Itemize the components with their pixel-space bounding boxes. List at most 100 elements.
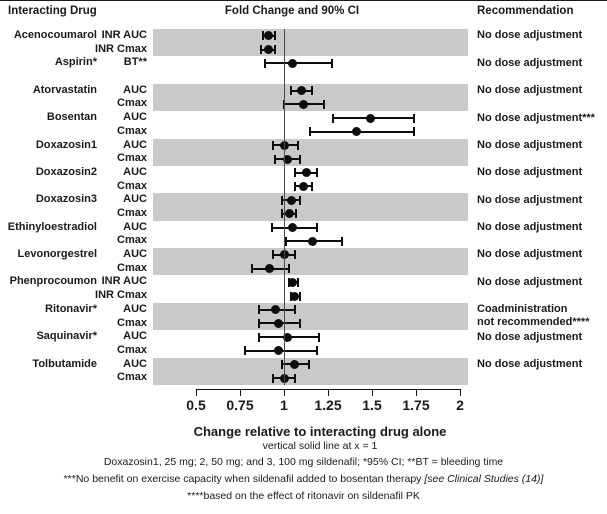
clinical-studies-reference: [see Clinical Studies (14)] xyxy=(424,473,544,485)
axis-tick-label: 0.75 xyxy=(226,397,254,413)
point-marker xyxy=(265,264,275,274)
point-marker xyxy=(286,195,296,205)
point-marker xyxy=(270,305,280,315)
metric-label: Cmax xyxy=(117,179,147,192)
ci-cap-low xyxy=(293,181,296,191)
ci-bar xyxy=(310,130,415,133)
recommendation-label: No dose adjustment xyxy=(477,330,583,343)
metric-label: AUC xyxy=(123,193,147,206)
recommendation-label: No dose adjustment xyxy=(477,275,583,288)
drug-label: Aspirin* xyxy=(54,56,97,69)
metric-label: Cmax xyxy=(117,261,147,274)
ci-cap-high xyxy=(298,291,301,301)
ci-cap-low xyxy=(244,346,247,356)
point-marker xyxy=(283,154,293,164)
ci-cap-low xyxy=(263,58,266,68)
ci-cap-low xyxy=(293,168,296,178)
group-band xyxy=(153,83,468,112)
point-marker xyxy=(263,45,273,55)
drug-label: Doxazosin3 xyxy=(35,193,97,206)
axis-tick-label: 1.25 xyxy=(314,397,342,413)
metric-label: AUC xyxy=(123,248,147,261)
metric-label: AUC xyxy=(123,83,147,96)
ci-cap-low xyxy=(258,318,261,328)
point-marker xyxy=(298,181,308,191)
column-header-fold-change: Fold Change and 90% CI xyxy=(224,5,360,17)
ci-cap-high xyxy=(323,99,326,109)
axis-tick-label: 2 xyxy=(456,397,464,413)
ci-cap-low xyxy=(258,332,261,342)
drug-label: Doxazosin2 xyxy=(35,165,97,178)
recommendation-label: No dose adjustment*** xyxy=(477,111,595,124)
ci-cap-low xyxy=(332,113,335,123)
group-band xyxy=(153,302,468,331)
axis-tick xyxy=(372,389,373,396)
ci-cap-high xyxy=(311,181,314,191)
ci-cap-high xyxy=(311,86,314,96)
axis-tick-label: 1.75 xyxy=(402,397,430,413)
ci-cap-high xyxy=(318,332,321,342)
point-marker xyxy=(297,86,307,96)
footnote-ritonavir: ****based on the effect of ritonavir on … xyxy=(187,490,420,502)
footnote-doses: Doxazosin1, 25 mg; 2, 50 mg; and 3, 100 … xyxy=(103,456,504,468)
ci-cap-high xyxy=(298,195,301,205)
axis-tick-label: 1.5 xyxy=(362,397,382,413)
ci-cap-high xyxy=(288,264,291,274)
point-marker xyxy=(298,99,308,109)
ci-cap-low xyxy=(260,45,263,55)
metric-label: Cmax xyxy=(117,343,147,356)
reference-line-note: vertical solid line at x = 1 xyxy=(262,440,378,452)
point-marker xyxy=(290,291,300,301)
group-band xyxy=(153,248,468,276)
point-marker xyxy=(263,31,273,41)
point-marker xyxy=(284,209,294,219)
ci-cap-low xyxy=(270,223,273,233)
ci-cap-high xyxy=(297,277,300,287)
point-marker xyxy=(288,277,298,287)
ci-cap-high xyxy=(316,346,319,356)
point-marker xyxy=(307,236,317,246)
recommendation-label: No dose adjustment xyxy=(477,193,583,206)
axis-tick xyxy=(416,389,417,396)
group-band xyxy=(153,193,468,221)
ci-cap-low xyxy=(258,305,261,315)
ci-cap-low xyxy=(281,359,284,369)
axis-tick-label: 0.5 xyxy=(186,397,206,413)
drug-label: Bosentan xyxy=(46,111,97,124)
drug-label: Phenprocoumon xyxy=(9,275,97,288)
metric-label: AUC xyxy=(123,220,147,233)
metric-label: AUC xyxy=(123,165,147,178)
point-marker xyxy=(274,318,284,328)
ci-cap-high xyxy=(316,223,319,233)
ci-cap-low xyxy=(272,250,275,260)
axis-tick-label: 1 xyxy=(280,397,288,413)
point-marker xyxy=(283,332,293,342)
reference-line xyxy=(284,29,285,385)
column-header-recommendation: Recommendation xyxy=(477,5,574,17)
recommendation-label: No dose adjustment xyxy=(477,248,583,261)
ci-cap-low xyxy=(281,209,284,219)
group-band xyxy=(153,138,468,166)
ci-cap-high xyxy=(330,58,333,68)
ci-cap-high xyxy=(293,250,296,260)
point-marker xyxy=(290,359,300,369)
metric-label: AUC xyxy=(123,330,147,343)
drug-label: Doxazosin1 xyxy=(35,138,97,151)
ci-cap-high xyxy=(413,127,416,137)
ci-cap-low xyxy=(284,236,287,246)
group-band xyxy=(153,29,468,57)
ci-cap-high xyxy=(413,113,416,123)
metric-label: Cmax xyxy=(117,207,147,219)
ci-cap-low xyxy=(272,373,275,383)
footnote-bosentan: ***No benefit on exercise capacity when … xyxy=(0,473,607,485)
ci-cap-high xyxy=(298,318,301,328)
recommendation-label: No dose adjustment xyxy=(477,221,583,234)
ci-cap-high xyxy=(274,45,277,55)
ci-cap-high xyxy=(297,140,300,150)
metric-label: INR Cmax xyxy=(95,289,147,302)
recommendation-label: No dose adjustment xyxy=(477,84,583,97)
point-marker xyxy=(351,127,361,137)
metric-label: Cmax xyxy=(117,124,147,137)
ci-cap-high xyxy=(341,236,344,246)
recommendation-label: No dose adjustment xyxy=(477,29,583,42)
